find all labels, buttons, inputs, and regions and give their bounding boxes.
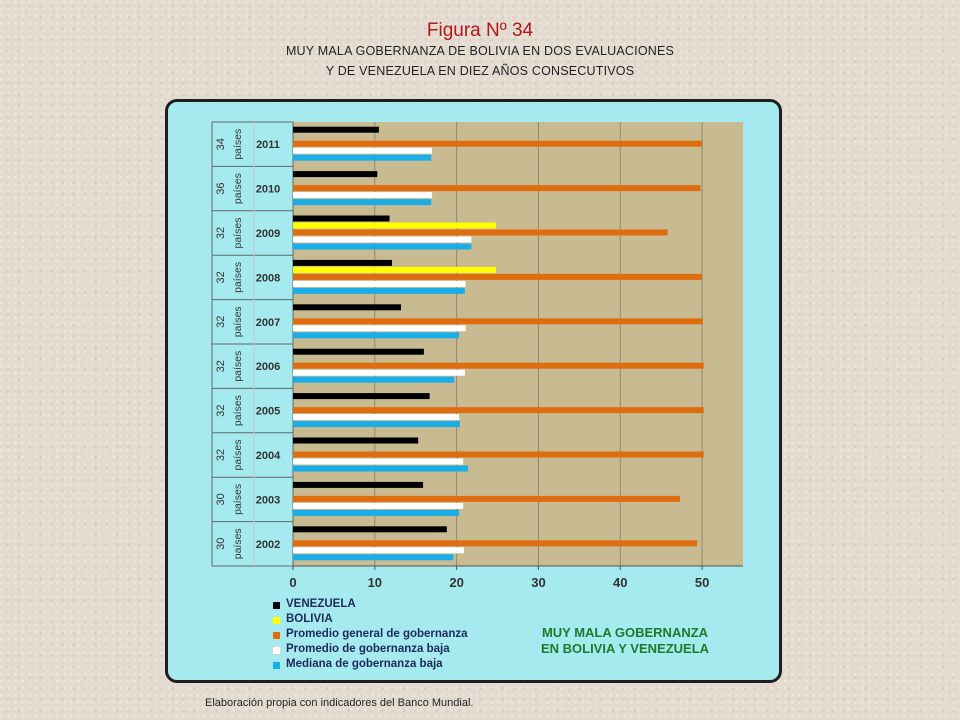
country-count-label: 34: [215, 138, 227, 150]
bar: [293, 154, 432, 161]
bar: [293, 243, 472, 250]
x-tick-label: 30: [531, 575, 545, 590]
country-count-label: 32: [215, 449, 227, 461]
bar: [293, 369, 465, 376]
x-tick-label: 0: [289, 575, 296, 590]
bar: [293, 407, 704, 414]
bar: [293, 495, 680, 502]
bar: [293, 437, 419, 444]
legend-swatch: [273, 632, 280, 639]
legend-label: Mediana de gobernanza baja: [286, 658, 443, 670]
country-count-unit-label: países: [232, 484, 244, 515]
legend-label: BOLIVIA: [286, 613, 333, 625]
note-line-2: EN BOLIVIA Y VENEZUELA: [540, 641, 710, 656]
source-note: Elaboración propia con indicadores del B…: [205, 697, 474, 709]
country-count-unit-label: países: [232, 173, 244, 204]
bar: [293, 526, 447, 533]
bar: [293, 414, 460, 421]
bar: [293, 509, 460, 516]
bar: [293, 481, 424, 488]
note-line-1: MUY MALA GOBERNANZA: [541, 625, 709, 640]
bar: [293, 547, 464, 554]
bar: [293, 458, 464, 465]
legend-swatch: [272, 646, 281, 655]
country-count-unit-label: países: [232, 351, 244, 382]
bar: [293, 304, 401, 311]
bar: [293, 393, 430, 400]
bar: [293, 362, 704, 369]
category-label: 2006: [256, 361, 280, 373]
category-label: 2008: [256, 272, 280, 284]
country-count-unit-label: países: [232, 440, 244, 471]
legend-swatch: [273, 602, 280, 609]
country-count-label: 32: [215, 271, 227, 283]
legend-swatch: [273, 617, 280, 624]
bar: [293, 185, 701, 192]
chart-note: MUY MALA GOBERNANZA EN BOLIVIA Y VENEZUE…: [505, 625, 745, 657]
x-tick-label: 50: [695, 575, 709, 590]
bar: [293, 318, 703, 325]
country-count-unit-label: países: [232, 129, 244, 160]
bar: [293, 259, 392, 266]
bar: [293, 140, 703, 147]
bar: [293, 502, 464, 509]
country-count-unit-label: países: [232, 395, 244, 426]
category-label: 2003: [256, 494, 280, 506]
country-count-unit-label: países: [232, 218, 244, 249]
legend-label: Promedio general de gobernanza: [286, 628, 468, 640]
bar: [293, 222, 496, 229]
country-count-label: 36: [215, 182, 227, 194]
legend-label: VENEZUELA: [286, 598, 356, 610]
country-count-label: 32: [215, 360, 227, 372]
legend-swatch: [273, 662, 280, 669]
bar: [293, 540, 698, 547]
x-tick-label: 10: [368, 575, 382, 590]
bar: [293, 451, 704, 458]
bar: [293, 376, 455, 383]
bar: [293, 554, 454, 561]
bar: [293, 192, 433, 199]
bar: [293, 287, 465, 294]
bar: [293, 126, 379, 133]
category-label: 2004: [256, 450, 281, 462]
bar: [293, 147, 433, 154]
country-count-label: 30: [215, 538, 227, 550]
bar: [293, 229, 668, 236]
bar: [293, 236, 472, 243]
category-label: 2009: [256, 228, 280, 240]
x-tick-label: 20: [449, 575, 463, 590]
bar: [293, 465, 469, 472]
bar: [293, 348, 424, 355]
bar: [293, 199, 432, 206]
country-count-label: 32: [215, 404, 227, 416]
figure-subtitle-line-1: MUY MALA GOBERNANZA DE BOLIVIA EN DOS EV…: [285, 44, 675, 58]
bar: [293, 266, 496, 273]
x-tick-label: 40: [613, 575, 627, 590]
bar: [293, 421, 460, 428]
country-count-label: 30: [215, 493, 227, 505]
category-label: 2007: [256, 317, 280, 329]
bar: [293, 332, 460, 339]
bar: [293, 171, 378, 178]
legend-label: Promedio de gobernanza baja: [286, 643, 450, 655]
category-label: 2011: [256, 139, 280, 151]
country-count-unit-label: países: [232, 306, 244, 337]
country-count-unit-label: países: [232, 528, 244, 559]
bar: [293, 273, 703, 280]
country-count-label: 32: [215, 227, 227, 239]
country-count-unit-label: países: [232, 262, 244, 293]
figure-subtitle-line-2: Y DE VENEZUELA EN DIEZ AÑOS CONSECUTIVOS: [325, 64, 635, 78]
category-label: 2010: [256, 184, 280, 196]
country-count-label: 32: [215, 316, 227, 328]
figure-title: Figura Nº 34: [426, 20, 534, 41]
bar: [293, 325, 466, 332]
category-label: 2005: [256, 406, 280, 418]
category-label: 2002: [256, 539, 280, 551]
bar: [293, 215, 390, 222]
bar: [293, 280, 466, 287]
